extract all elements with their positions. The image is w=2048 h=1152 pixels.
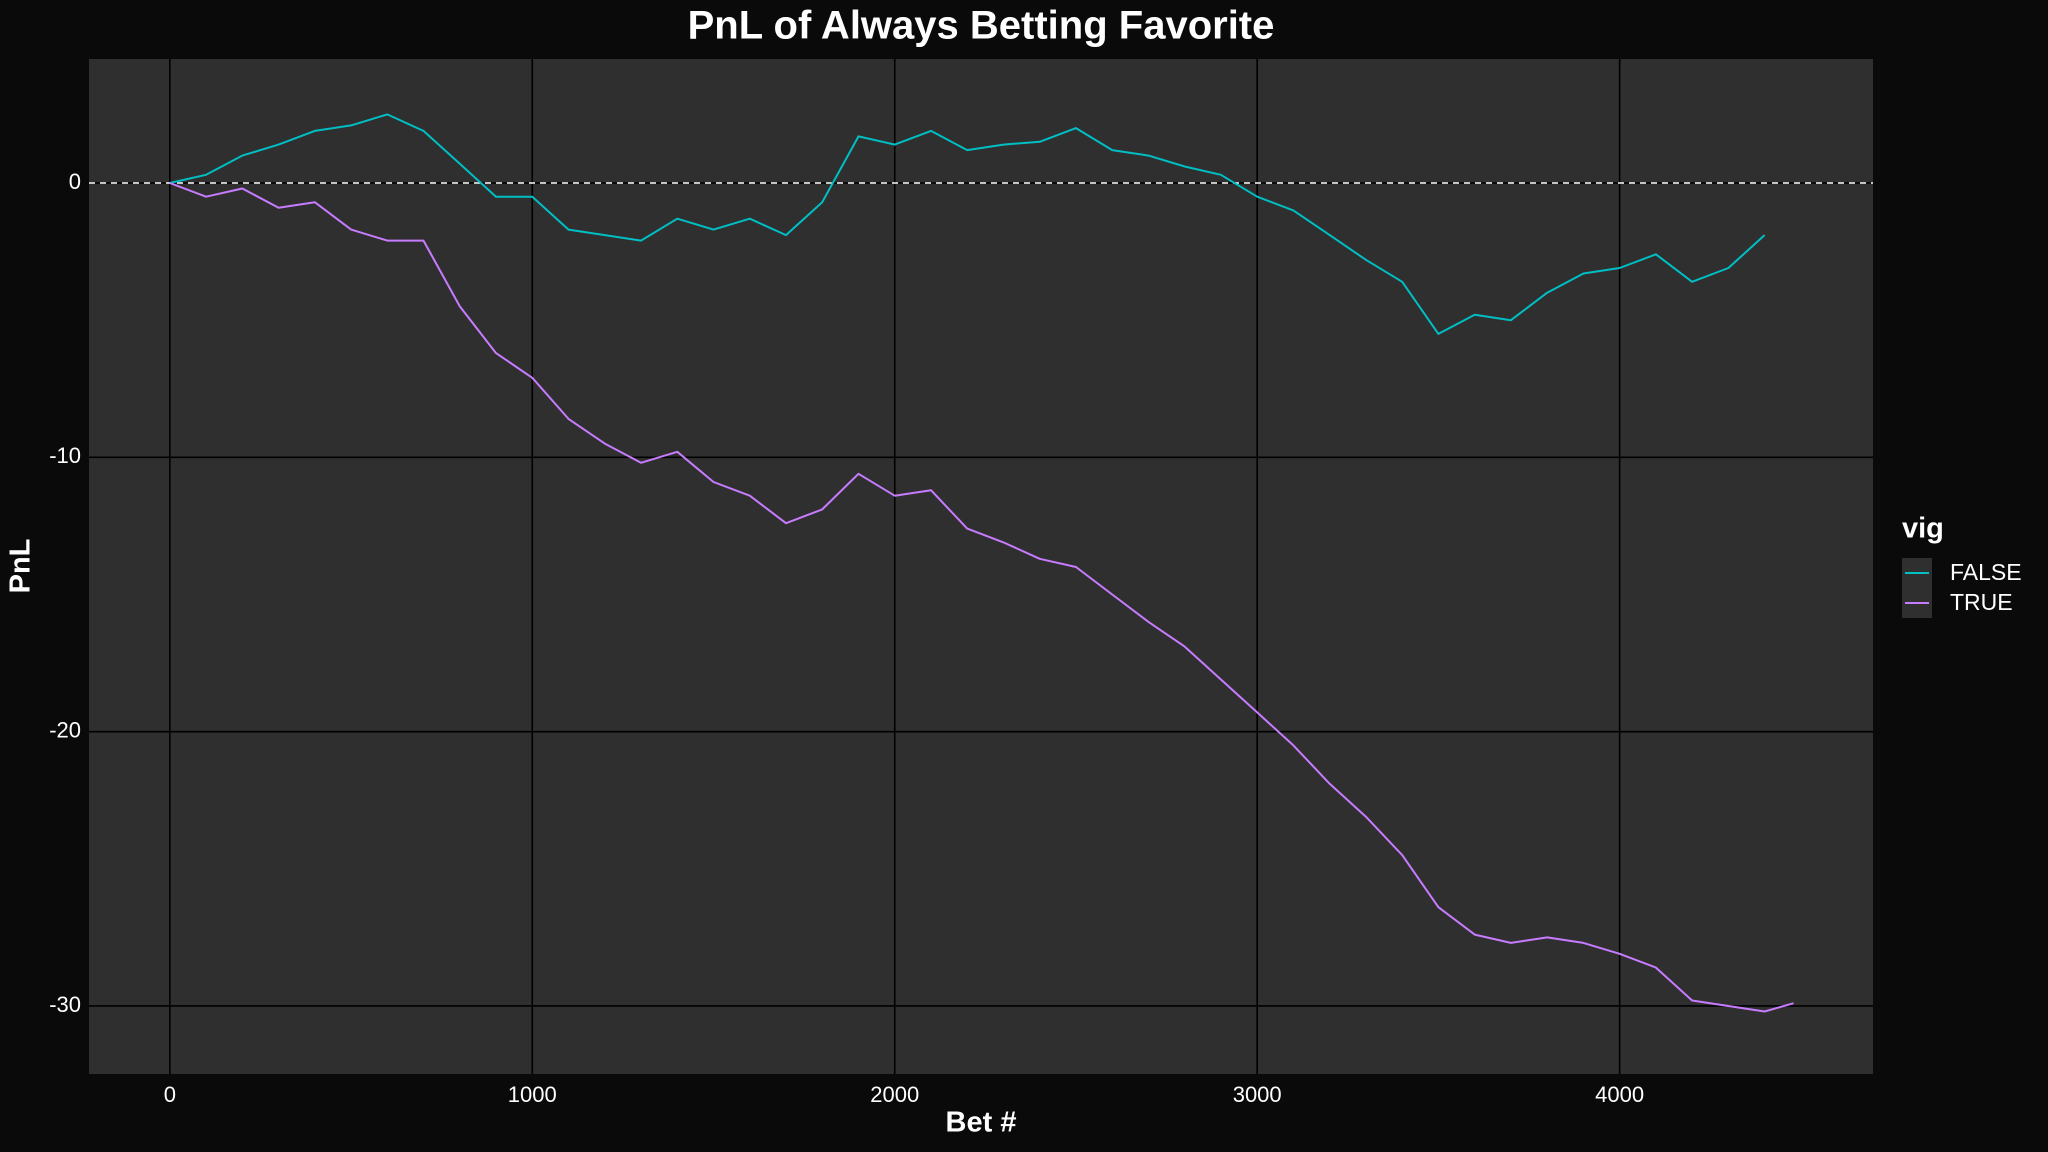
x-axis-title: Bet # [946,1107,1017,1139]
series-line [169,182,1794,1013]
legend-label: FALSE [1950,559,2022,585]
plot-panel [89,59,1873,1074]
chart-title: PnL of Always Betting Favorite [688,4,1275,48]
x-tick-label: 1000 [508,1082,557,1107]
x-tick-label: 2000 [870,1082,919,1107]
y-tick-label: 0 [69,169,81,194]
x-tick-label: 3000 [1233,1082,1282,1107]
y-tick-label: -10 [49,443,81,468]
x-tick-label: 4000 [1595,1082,1644,1107]
x-tick-label: 0 [164,1082,176,1107]
series-line [169,113,1766,335]
y-axis-title: PnL [5,539,37,594]
y-tick-label: -30 [49,992,81,1017]
legend-title: vig [1902,513,1944,545]
y-tick-label: -20 [49,717,81,742]
legend-label: TRUE [1950,589,2013,615]
